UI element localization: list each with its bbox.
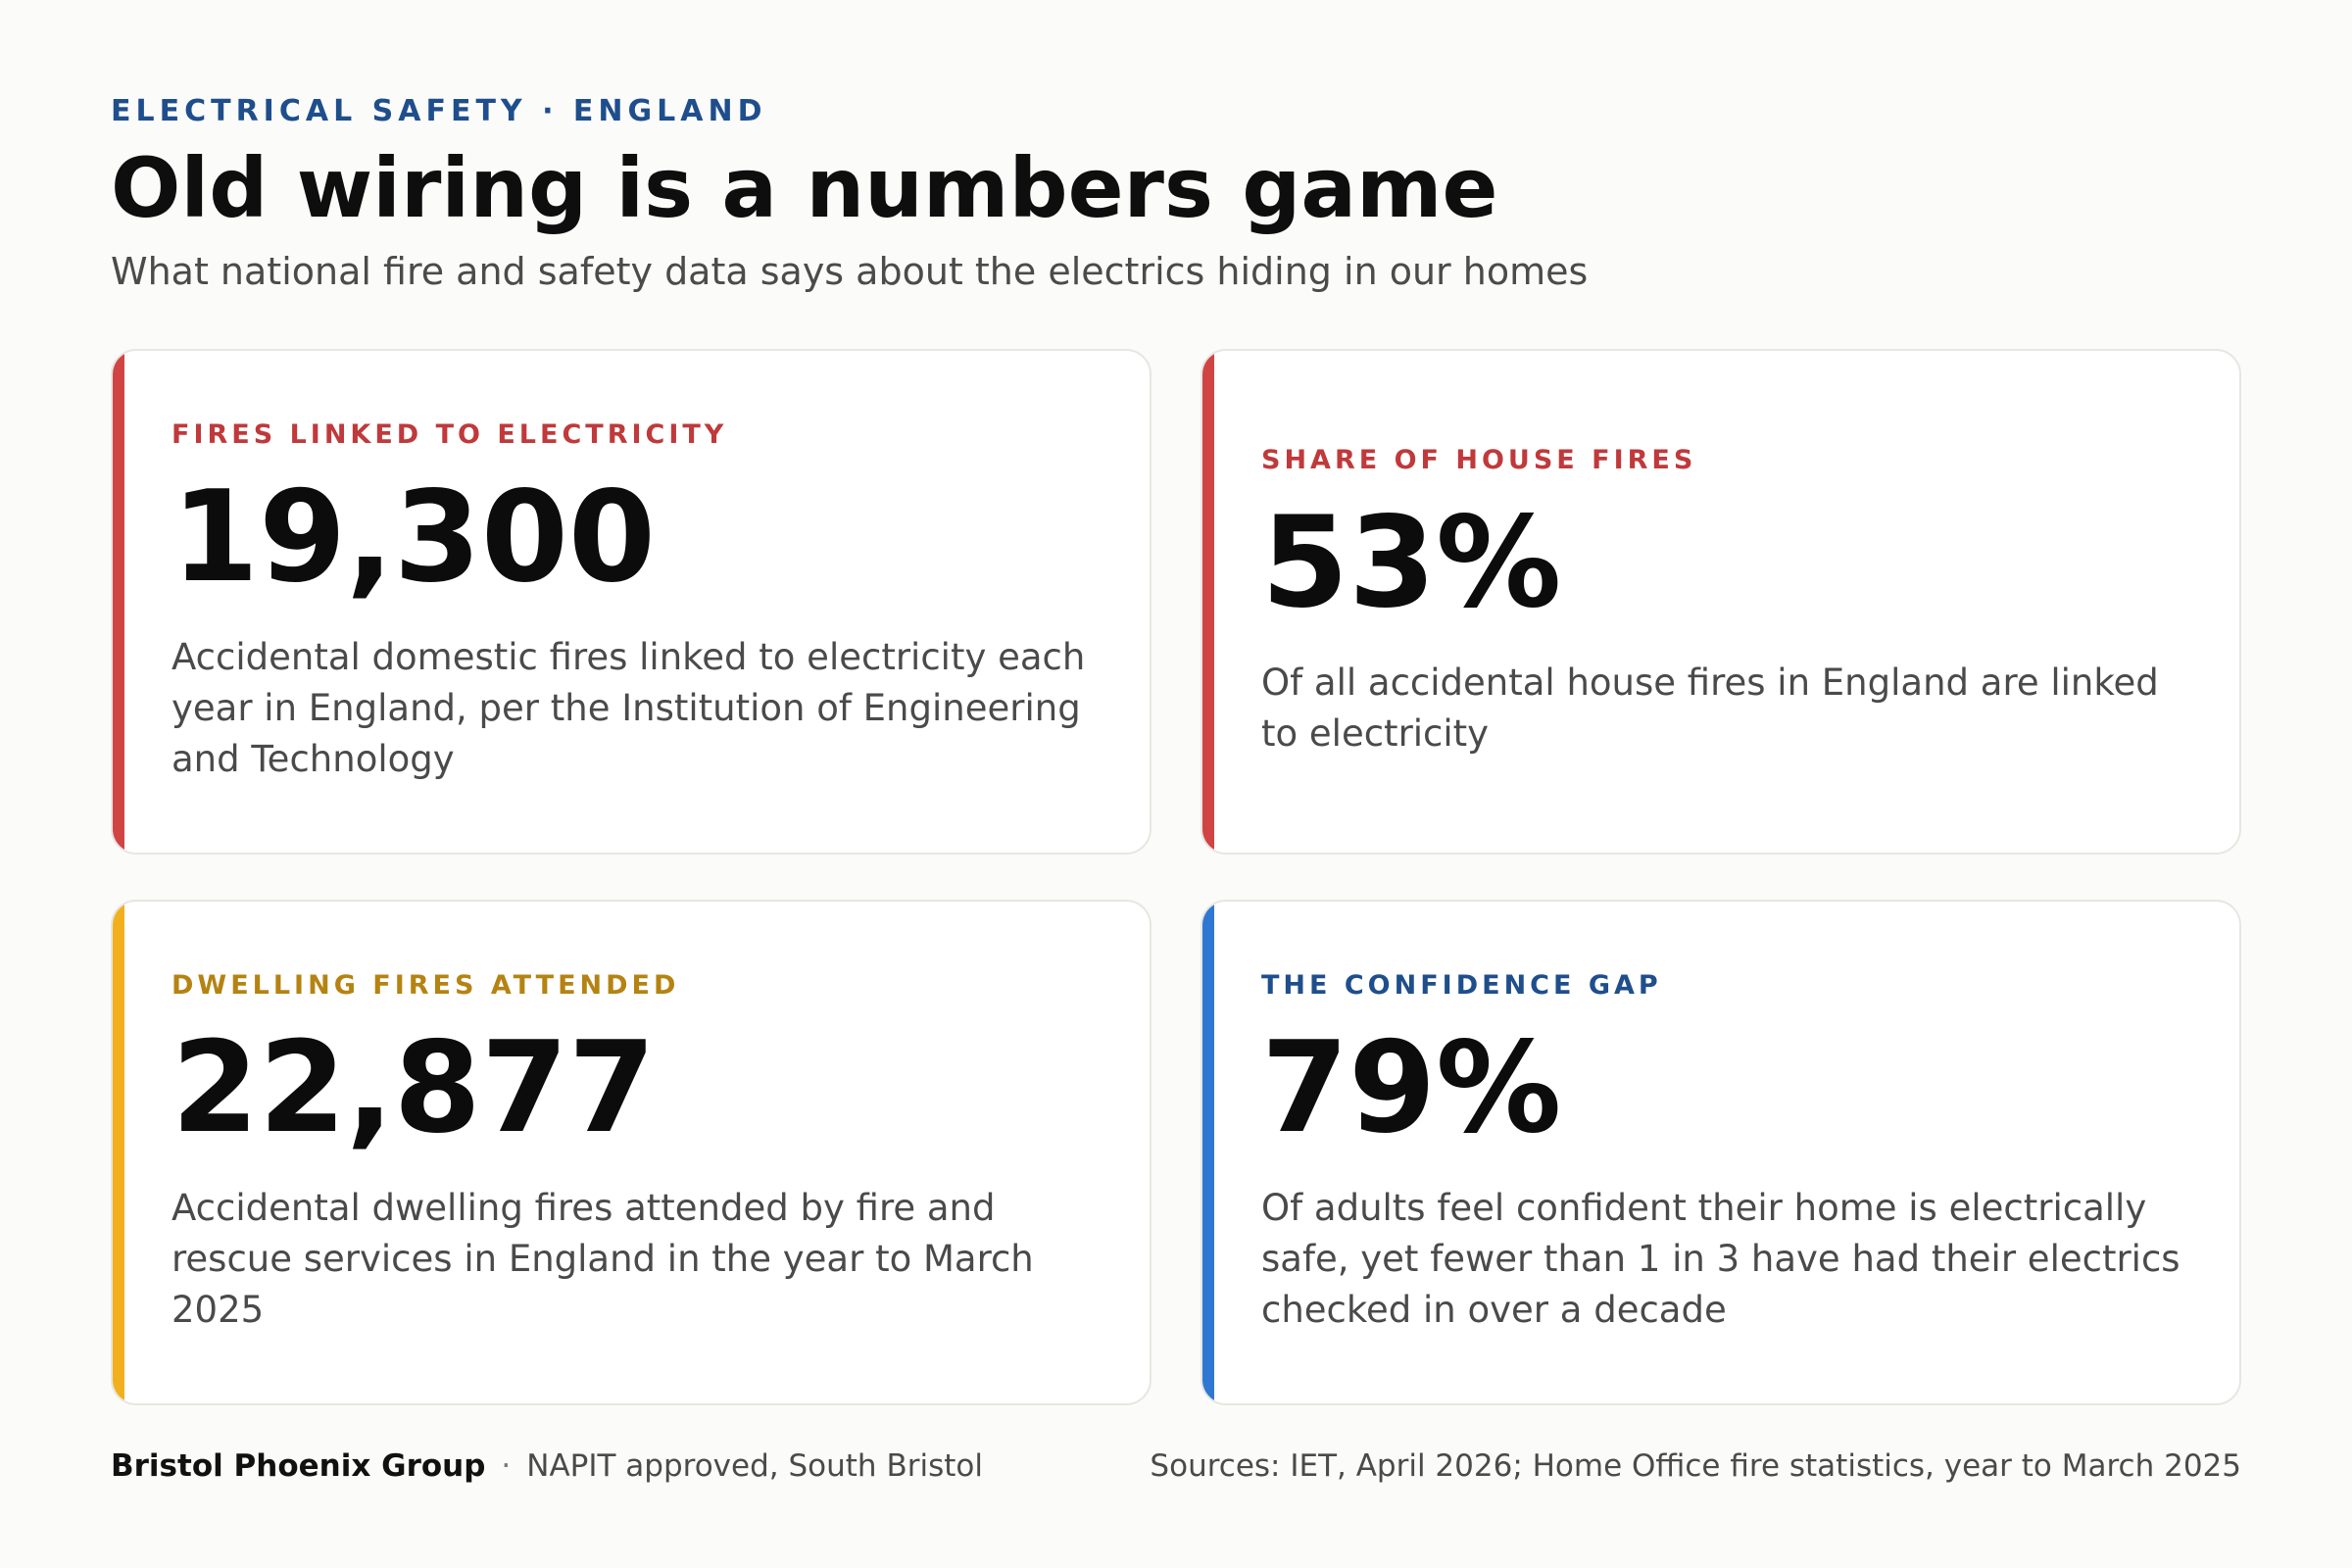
card-value: 22,877 bbox=[172, 1014, 656, 1161]
card-description: Accidental dwelling fires attended by fi… bbox=[172, 1186, 1034, 1331]
card-value: 19,300 bbox=[172, 464, 656, 611]
card-description: Of all accidental house fires in England… bbox=[1261, 661, 2159, 755]
footer-separator: · bbox=[501, 1448, 512, 1484]
card-accent-bar bbox=[113, 351, 124, 853]
footer-left: Bristol Phoenix Group · NAPIT approved, So… bbox=[111, 1448, 983, 1484]
card-value: 53% bbox=[1261, 489, 1562, 636]
footer: Bristol Phoenix Group · NAPIT approved, So… bbox=[111, 1448, 2241, 1484]
card-accent-bar bbox=[1202, 902, 1214, 1403]
eyebrow-label: ELECTRICAL SAFETY · ENGLAND bbox=[111, 94, 767, 128]
stat-card-fires-linked: FIRES LINKED TO ELECTRICITY 19,300 Accid… bbox=[111, 349, 1152, 855]
card-description: Accidental domestic fires linked to elec… bbox=[172, 635, 1086, 780]
sources-note: Sources: IET, April 2026; Home Office fi… bbox=[1150, 1448, 2241, 1484]
brand-name: Bristol Phoenix Group bbox=[111, 1448, 486, 1484]
card-label: THE CONFIDENCE GAP bbox=[1261, 969, 1662, 1001]
card-label: FIRES LINKED TO ELECTRICITY bbox=[172, 418, 728, 450]
stat-card-confidence-gap: THE CONFIDENCE GAP 79% Of adults feel co… bbox=[1200, 900, 2241, 1405]
card-accent-bar bbox=[113, 902, 124, 1403]
card-accent-bar bbox=[1202, 351, 1214, 853]
stat-card-share-house-fires: SHARE OF HOUSE FIRES 53% Of all accident… bbox=[1200, 349, 2241, 855]
card-label: DWELLING FIRES ATTENDED bbox=[172, 969, 680, 1001]
card-description: Of adults feel confident their home is e… bbox=[1261, 1186, 2180, 1331]
card-value: 79% bbox=[1261, 1014, 1562, 1161]
brand-tagline: NAPIT approved, South Bristol bbox=[526, 1448, 983, 1484]
stat-card-grid: FIRES LINKED TO ELECTRICITY 19,300 Accid… bbox=[111, 349, 2241, 1405]
page-subtitle: What national fire and safety data says … bbox=[111, 250, 1589, 293]
card-label: SHARE OF HOUSE FIRES bbox=[1261, 444, 1697, 475]
page-title: Old wiring is a numbers game bbox=[111, 140, 1498, 236]
stat-card-dwelling-fires: DWELLING FIRES ATTENDED 22,877 Accidenta… bbox=[111, 900, 1152, 1405]
